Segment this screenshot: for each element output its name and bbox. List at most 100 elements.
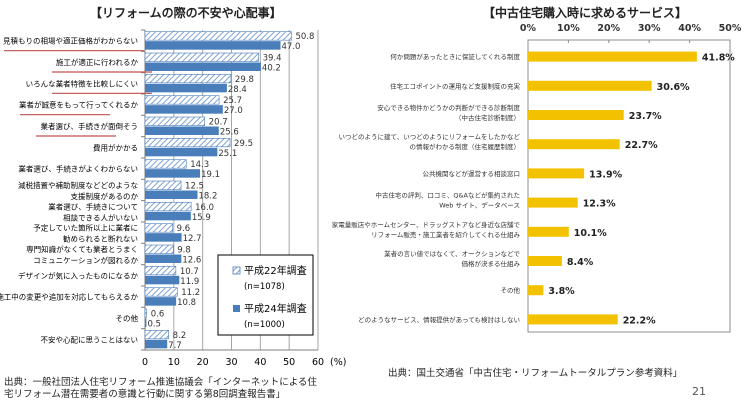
- category-label: 家電量販店やホームセンター、ドラッグストアなど身近な店舗で: [332, 220, 521, 229]
- data-label-h22: 12.5: [185, 182, 204, 192]
- bar-h22: [144, 287, 178, 297]
- x-tick-label: 10%: [557, 23, 580, 34]
- data-label-h22: 14.3: [190, 160, 209, 170]
- x-tick-label: 40: [254, 357, 266, 368]
- x-tick-label: 30%: [638, 23, 661, 34]
- bar: [528, 314, 618, 325]
- category-label: 中古住宅の評判、口コミ、Q&Aなどが集約された: [375, 191, 520, 200]
- x-tick-label: 50%: [719, 23, 742, 34]
- data-label-h24: 7.7: [168, 341, 182, 351]
- bar-h24: [145, 41, 281, 50]
- bar-h24: [145, 254, 182, 263]
- bar-h22: [144, 244, 174, 254]
- data-label: 30.6%: [657, 82, 690, 93]
- category-label: 勧められると断れない: [63, 234, 138, 244]
- data-label-h24: 12.6: [182, 256, 201, 266]
- category-label: 支援制度があるのか: [71, 191, 139, 201]
- x-tick-label: 20: [197, 357, 209, 368]
- data-label-h22: 25.7: [223, 96, 242, 106]
- bar-h24: [145, 339, 168, 349]
- data-label-h24: 25.6: [220, 128, 239, 138]
- category-label: 公共機関などが運営する相談窓口: [423, 169, 521, 178]
- data-label-h24: 47.0: [282, 42, 301, 52]
- data-label: 22.2%: [623, 315, 656, 326]
- bar: [528, 168, 585, 179]
- data-label-h24: 0.5: [147, 320, 161, 330]
- bar-h24: [145, 211, 191, 221]
- bar-h24: [145, 83, 227, 93]
- data-label-h22: 29.8: [235, 75, 254, 85]
- data-label-h24: 40.2: [262, 64, 281, 74]
- category-label: 費用がかかる: [93, 142, 138, 152]
- bar-h24: [145, 62, 261, 71]
- bar: [528, 139, 620, 150]
- data-label-h22: 9.6: [177, 224, 191, 234]
- category-label: 安心できる物件かどうかの判断ができる診断制度: [377, 103, 520, 112]
- category-label: 業者選び、手続きについて: [48, 201, 138, 211]
- bar-h22: [144, 31, 292, 41]
- data-label-h22: 39.4: [263, 54, 282, 64]
- bar-h24: [145, 105, 223, 114]
- data-label-h24: 25.1: [218, 149, 237, 159]
- bar-h22: [144, 95, 220, 105]
- category-label: 業者が誠意をもって行ってくれるか: [19, 100, 139, 110]
- data-label-h24: 27.0: [224, 106, 243, 116]
- category-label: 予定していた箇所以上に業者に: [33, 223, 138, 233]
- x-axis-unit: (%): [330, 357, 346, 368]
- bar-h22: [144, 138, 231, 148]
- bar-h22: [144, 330, 169, 340]
- right-bar-chart: 41.8% 30.6% 23.7% 22.7% 13.9% 12.3% 10.1% 8.4% 3…: [332, 23, 742, 333]
- data-label-h22: 0.6: [151, 310, 165, 320]
- bar-h22: [144, 74, 232, 84]
- bar: [528, 197, 578, 208]
- x-tick-label: 30: [225, 357, 237, 368]
- page-number: 21: [692, 385, 706, 398]
- category-label: の情報がわかる制度（住宅履歴制度）: [410, 142, 521, 151]
- right-chart-title: 【中古住宅購入時に求めるサービス】: [483, 6, 688, 20]
- bar: [528, 110, 624, 120]
- x-tick-label: 10: [168, 357, 180, 368]
- legend-label-h24: 平成24年調査: [244, 302, 307, 315]
- category-label: どのようなサービス、情報提供があっても検討はしない: [358, 315, 520, 324]
- left-source-line-2: 宅リフォーム潜在需要者の意識と行動に関する第8回調査報告書」: [4, 389, 286, 400]
- legend-swatch-h22: [232, 266, 241, 275]
- bar-h24: [145, 275, 180, 285]
- category-label: いつどのように建て、いつどのようにリフォームをしたかなど: [339, 132, 521, 141]
- data-label: 12.3%: [583, 199, 616, 210]
- right-source: 出典：国土交通省「中古住宅・リフォームトータルプラン参考資料」: [388, 368, 683, 379]
- data-label: 22.7%: [625, 140, 658, 151]
- data-label-h24: 28.4: [228, 85, 247, 95]
- category-label: デザインが気に入ったものになるか: [18, 270, 138, 280]
- bar-h24: [145, 169, 201, 178]
- category-label: 住宅エコポイントの運用など支援制度の充実: [390, 81, 521, 90]
- category-label: その他: [116, 313, 139, 323]
- x-tick-label: 60: [312, 357, 324, 368]
- bar-h22: [144, 308, 148, 318]
- x-tick-label: 40%: [678, 23, 701, 34]
- category-label: 見積もりの相場や適正価格がわからない: [3, 36, 138, 46]
- data-label: 41.8%: [702, 53, 735, 64]
- bar: [528, 226, 569, 237]
- category-label: 価格が決まる仕組み: [462, 259, 521, 268]
- data-label-h22: 29.5: [234, 139, 253, 149]
- data-label-h22: 50.8: [295, 32, 314, 42]
- data-label-h22: 10.7: [180, 267, 199, 277]
- bar: [528, 51, 697, 62]
- category-label: 業者選び、手続きが面倒そう: [41, 121, 139, 131]
- bar: [528, 256, 562, 266]
- category-label: コミュニケーションが図れるか: [33, 255, 138, 265]
- category-label: Web サイト、データベース: [439, 201, 520, 210]
- bar-h22: [144, 266, 177, 276]
- category-label: 専門知識がなくても業者とうまく: [26, 244, 138, 254]
- bar-h24: [145, 297, 177, 306]
- data-label-h24: 11.9: [180, 277, 199, 287]
- category-label: （中古住宅診断制度）: [455, 113, 520, 122]
- category-label: いろんな業者特徴を比較しにくい: [26, 78, 138, 88]
- category-label: 業者選び、手続きがよくわからない: [18, 164, 138, 174]
- category-label: 何か問題があったときに保証してくれる制度: [390, 52, 520, 61]
- left-source-line-1: 出典：一般社団法人住宅リフォーム推進協議会「インターネットによる住: [4, 377, 317, 388]
- data-label-h24: 12.7: [183, 234, 202, 244]
- legend-sample-h24: (n=1000): [244, 320, 285, 330]
- data-label: 13.9%: [589, 169, 622, 180]
- x-tick-label: 0%: [520, 23, 537, 34]
